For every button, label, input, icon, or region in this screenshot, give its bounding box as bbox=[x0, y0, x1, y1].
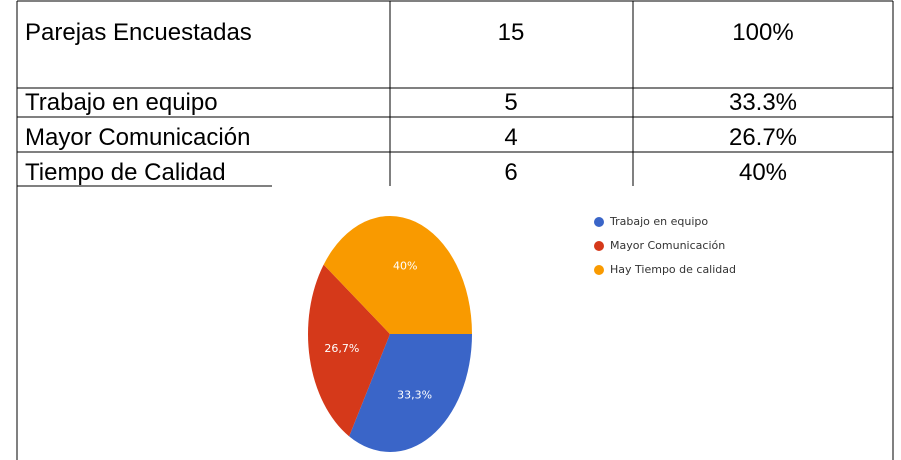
cell: 6 bbox=[504, 159, 517, 186]
cell: 33.3% bbox=[729, 89, 797, 116]
pie-slice bbox=[349, 334, 472, 452]
cell: 100% bbox=[732, 19, 793, 46]
pie-slice bbox=[308, 264, 390, 437]
cell: 40% bbox=[739, 159, 787, 186]
slice-label: 33,3% bbox=[397, 388, 432, 401]
cell: Tiempo de Calidad bbox=[25, 159, 226, 186]
table-borders bbox=[16, 0, 894, 460]
cell: Parejas Encuestadas bbox=[25, 19, 252, 46]
cell: 4 bbox=[504, 124, 517, 151]
slice-label: 26,7% bbox=[324, 342, 359, 355]
legend-label: Hay Tiempo de calidad bbox=[610, 263, 736, 276]
legend-label: Mayor Comunicación bbox=[610, 239, 725, 252]
cell: Trabajo en equipo bbox=[25, 89, 218, 116]
legend-swatch bbox=[594, 265, 604, 275]
cell: 26.7% bbox=[729, 124, 797, 151]
legend-swatch bbox=[594, 241, 604, 251]
slice-label: 40% bbox=[393, 260, 417, 273]
cell: 15 bbox=[498, 19, 525, 46]
cell: Mayor Comunicación bbox=[25, 124, 250, 151]
legend-label: Trabajo en equipo bbox=[609, 215, 708, 228]
pie-slice bbox=[323, 216, 472, 334]
cell: 5 bbox=[504, 89, 517, 116]
legend-swatch bbox=[594, 217, 604, 227]
